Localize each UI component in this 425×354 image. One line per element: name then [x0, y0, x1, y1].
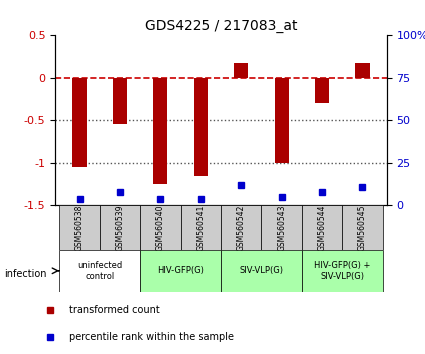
Bar: [113, 78, 127, 124]
FancyBboxPatch shape: [100, 205, 140, 250]
Text: GSM560543: GSM560543: [277, 204, 286, 251]
Bar: [153, 78, 167, 184]
FancyBboxPatch shape: [60, 250, 140, 292]
FancyBboxPatch shape: [261, 205, 302, 250]
Bar: [72, 78, 87, 167]
Bar: [234, 63, 248, 78]
Text: SIV-VLP(G): SIV-VLP(G): [239, 266, 283, 275]
Text: HIV-GFP(G) +
SIV-VLP(G): HIV-GFP(G) + SIV-VLP(G): [314, 261, 371, 280]
Text: infection: infection: [4, 269, 47, 279]
FancyBboxPatch shape: [60, 205, 100, 250]
Text: GSM560545: GSM560545: [358, 204, 367, 251]
Text: GSM560542: GSM560542: [237, 204, 246, 251]
FancyBboxPatch shape: [221, 205, 261, 250]
FancyBboxPatch shape: [342, 205, 382, 250]
Bar: [194, 78, 208, 176]
FancyBboxPatch shape: [140, 205, 181, 250]
Title: GDS4225 / 217083_at: GDS4225 / 217083_at: [145, 19, 297, 33]
Text: percentile rank within the sample: percentile rank within the sample: [69, 332, 234, 342]
Text: HIV-GFP(G): HIV-GFP(G): [157, 266, 204, 275]
Text: GSM560538: GSM560538: [75, 204, 84, 251]
FancyBboxPatch shape: [302, 250, 382, 292]
FancyBboxPatch shape: [140, 250, 221, 292]
Text: GSM560541: GSM560541: [196, 204, 205, 251]
Bar: [275, 78, 289, 163]
Text: uninfected
control: uninfected control: [77, 261, 122, 280]
FancyBboxPatch shape: [181, 205, 221, 250]
Bar: [315, 78, 329, 103]
FancyBboxPatch shape: [302, 205, 342, 250]
FancyBboxPatch shape: [221, 250, 302, 292]
Bar: [355, 63, 370, 78]
Text: transformed count: transformed count: [69, 305, 159, 315]
Text: GSM560540: GSM560540: [156, 204, 165, 251]
Text: GSM560539: GSM560539: [116, 204, 125, 251]
Text: GSM560544: GSM560544: [317, 204, 326, 251]
